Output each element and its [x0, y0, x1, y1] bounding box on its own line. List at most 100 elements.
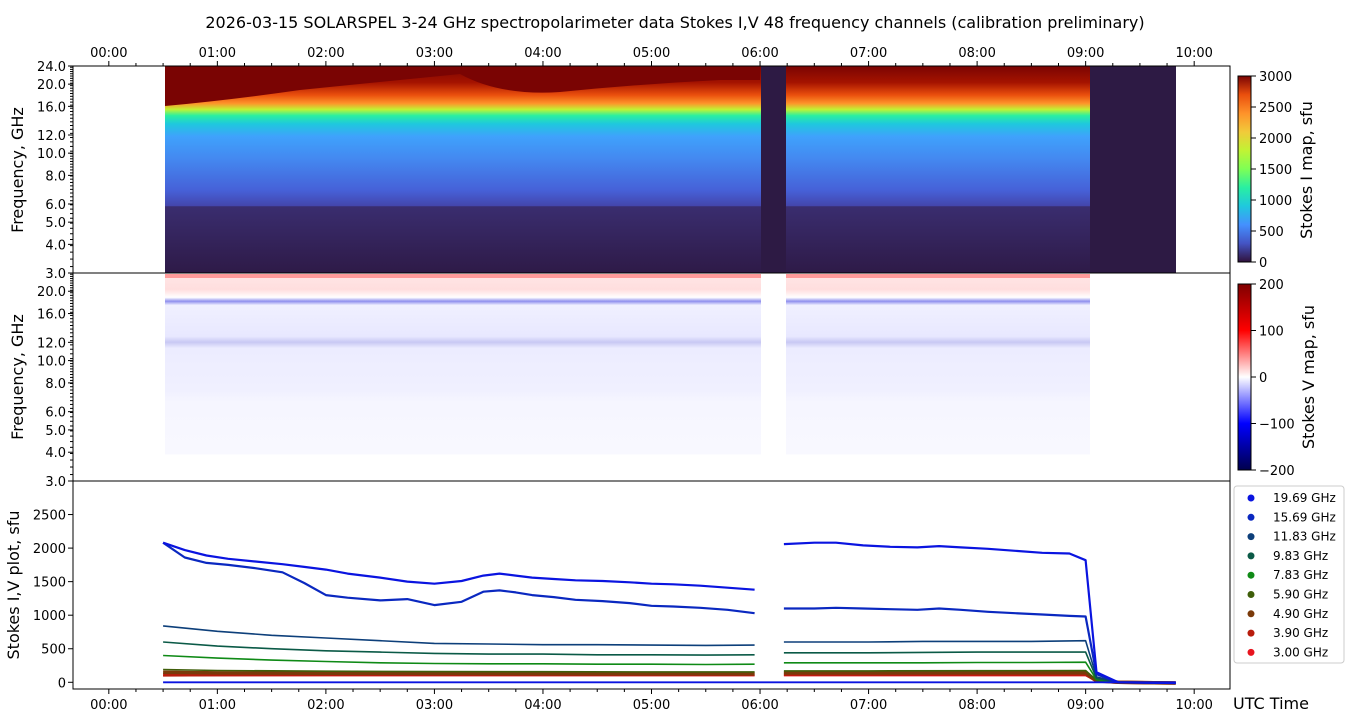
stokes-i-y-tick-label: 8.0 — [45, 169, 66, 184]
stokes-i-colorbar-tick-label: 1000 — [1259, 194, 1292, 209]
stokes-i-hot-band — [165, 66, 760, 106]
series-line-11-83-ghz — [783, 639, 1176, 684]
stokes-iv-line-panel: 2500 2000 1500 1000 500 0 00:00 01:00 02:00 03:0… — [4, 480, 1345, 713]
stokes-v-colorbar-tick-label: −100 — [1259, 418, 1295, 433]
bottom-time-tick-label: 00:00 — [90, 698, 127, 713]
series-line-4-90-ghz — [163, 670, 755, 676]
stokes-i-y-tick-label: 20.0 — [37, 78, 66, 93]
series-line-9-83-ghz — [783, 651, 1176, 684]
stokes-i-colorbar-tick-label: 2500 — [1259, 101, 1292, 116]
bottom-time-tick-label: 04:00 — [524, 698, 561, 713]
stokes-i-colorbar-tick-label: 500 — [1259, 225, 1284, 240]
series-line-19-69-ghz — [783, 541, 1176, 685]
stokes-v-panel: 20.0 16.0 12.0 10.0 8.0 6.0 5.0 4.0 3.0 Frequenc… — [8, 272, 1318, 490]
series-line-5-90-ghz — [163, 668, 755, 673]
legend-items: 19.69 GHz 15.69 GHz 11.83 GHz 9.83 GHz 7.83 … — [1247, 491, 1336, 659]
top-time-tick-label: 05:00 — [633, 46, 670, 61]
stokes-i-y-tick-label: 16.0 — [37, 100, 66, 115]
top-time-tick-label: 03:00 — [416, 46, 453, 61]
stokes-v-y-tick-label: 10.0 — [37, 355, 66, 370]
stokes-i-colorbar-tick-label: 0 — [1259, 256, 1267, 271]
stokes-i-gap-2 — [1090, 66, 1176, 273]
series-line-15-69-ghz — [162, 541, 755, 615]
stokes-i-y-tick-label: 24.0 — [37, 60, 66, 75]
stokes-i-y-tick-label: 10.0 — [37, 147, 66, 162]
stokes-i-y-ticks: 24.0 20.0 16.0 12.0 10.0 8.0 6.0 5.0 4.0 3.0 — [37, 60, 73, 282]
stokes-i-heatmap — [165, 66, 1176, 273]
stokes-v-y-tick-label: 4.0 — [45, 446, 66, 461]
stokes-iv-axes-frame — [72, 480, 1231, 690]
top-time-tick-label: 09:00 — [1067, 46, 1104, 61]
stokes-iv-y-tick-label: 500 — [41, 643, 66, 658]
stokes-iv-y-axis-label: Stokes I,V plot, sfu — [4, 511, 23, 660]
top-time-ticks: 00:00 01:00 02:00 03:00 04:00 05:00 06:00 07:00… — [90, 46, 1213, 66]
legend-label: 3.00 GHz — [1273, 645, 1328, 659]
legend-marker — [1247, 648, 1255, 656]
top-time-tick-label: 06:00 — [741, 46, 778, 61]
stokes-v-y-tick-label: 5.0 — [45, 424, 66, 439]
stokes-v-y-tick-label: 6.0 — [45, 406, 66, 421]
legend-marker — [1247, 591, 1255, 598]
stokes-i-y-tick-label: 12.0 — [37, 129, 66, 144]
bottom-time-tick-label: 06:00 — [741, 698, 778, 713]
stokes-i-y-tick-label: 3.0 — [45, 267, 66, 282]
stokes-v-y-tick-label: 12.0 — [37, 336, 66, 351]
stokes-i-colorbar: 3000 2500 2000 1500 1000 500 0 Stokes I map, s… — [1237, 70, 1316, 271]
stokes-v-colorbar-tick-label: 100 — [1259, 325, 1284, 340]
legend-label: 5.90 GHz — [1273, 588, 1328, 602]
stokes-v-y-tick-label: 3.0 — [45, 475, 66, 490]
legend-marker — [1247, 571, 1255, 579]
series-line-15-69-ghz — [783, 606, 1176, 685]
bottom-time-tick-label: 10:00 — [1175, 698, 1212, 713]
stokes-v-y-tick-label: 20.0 — [37, 285, 66, 300]
stokes-v-colorbar-label: Stokes V map, sfu — [1299, 305, 1318, 449]
stokes-v-colorbar-bar — [1237, 283, 1252, 471]
legend-marker — [1247, 533, 1255, 541]
x-axis-label: UTC Time — [1233, 694, 1309, 713]
stokes-v-heatmap — [165, 274, 1176, 469]
legend-label: 4.90 GHz — [1273, 607, 1328, 621]
stokes-v-colorbar-ticks: 200 100 0 −100 −200 — [1251, 278, 1295, 479]
legend-marker — [1247, 610, 1255, 618]
bottom-time-tick-label: 02:00 — [307, 698, 344, 713]
legend-marker — [1247, 629, 1255, 637]
bottom-time-tick-label: 08:00 — [958, 698, 995, 713]
figure-title: 2026-03-15 SOLARSPEL 3-24 GHz spectropol… — [205, 13, 1144, 32]
bottom-time-tick-label: 09:00 — [1067, 698, 1104, 713]
stokes-v-y-ticks: 20.0 16.0 12.0 10.0 8.0 6.0 5.0 4.0 3.0 — [37, 273, 73, 490]
stokes-iv-y-tick-label: 1500 — [33, 576, 66, 591]
stokes-v-gap-2 — [1090, 274, 1176, 469]
stokes-v-colorbar: 200 100 0 −100 −200 Stokes V map, sfu — [1237, 278, 1318, 479]
stokes-v-gap-1 — [761, 274, 786, 469]
stokes-v-y-axis-label: Frequency, GHz — [8, 314, 27, 440]
top-time-tick-label: 07:00 — [850, 46, 887, 61]
bottom-time-tick-label: 05:00 — [633, 698, 670, 713]
stokes-v-y-tick-label: 8.0 — [45, 377, 66, 392]
stokes-i-colorbar-tick-label: 2000 — [1259, 132, 1292, 147]
stokes-i-colorbar-tick-label: 3000 — [1259, 70, 1292, 85]
series-line-7-83-ghz — [163, 654, 755, 666]
stokes-i-colorbar-ticks: 3000 2500 2000 1500 1000 500 0 — [1251, 70, 1292, 271]
top-time-tick-label: 08:00 — [958, 46, 995, 61]
stokes-iv-y-tick-label: 2500 — [33, 509, 66, 524]
top-time-tick-label: 04:00 — [524, 46, 561, 61]
stokes-i-colorbar-label: Stokes I map, sfu — [1297, 101, 1316, 239]
legend-marker — [1247, 513, 1255, 521]
legend-label: 3.90 GHz — [1273, 626, 1328, 640]
legend-marker — [1247, 494, 1255, 502]
series-line-11-83-ghz — [163, 625, 755, 647]
stokes-v-colorbar-tick-label: 200 — [1259, 278, 1284, 293]
bottom-time-tick-label: 03:00 — [416, 698, 453, 713]
stokes-v-colorbar-tick-label: −200 — [1259, 464, 1295, 479]
stokes-i-colorbar-tick-label: 1500 — [1259, 163, 1292, 178]
stokes-iv-y-ticks: 2500 2000 1500 1000 500 0 — [33, 509, 73, 691]
bottom-time-tick-label: 01:00 — [199, 698, 236, 713]
stokes-i-panel: 24.0 20.0 16.0 12.0 10.0 8.0 6.0 5.0 4.0 3.0 00:0… — [8, 46, 1316, 282]
bottom-time-ticks: 00:00 01:00 02:00 03:00 04:00 05:00 06:00 07:00… — [90, 689, 1213, 713]
legend-marker — [1247, 552, 1255, 560]
stokes-i-gap-1 — [761, 66, 786, 273]
stokes-v-y-tick-label: 16.0 — [37, 308, 66, 323]
stokes-iv-y-tick-label: 0 — [58, 676, 66, 691]
top-time-tick-label: 01:00 — [199, 46, 236, 61]
stokes-v-top-band — [165, 274, 1090, 278]
